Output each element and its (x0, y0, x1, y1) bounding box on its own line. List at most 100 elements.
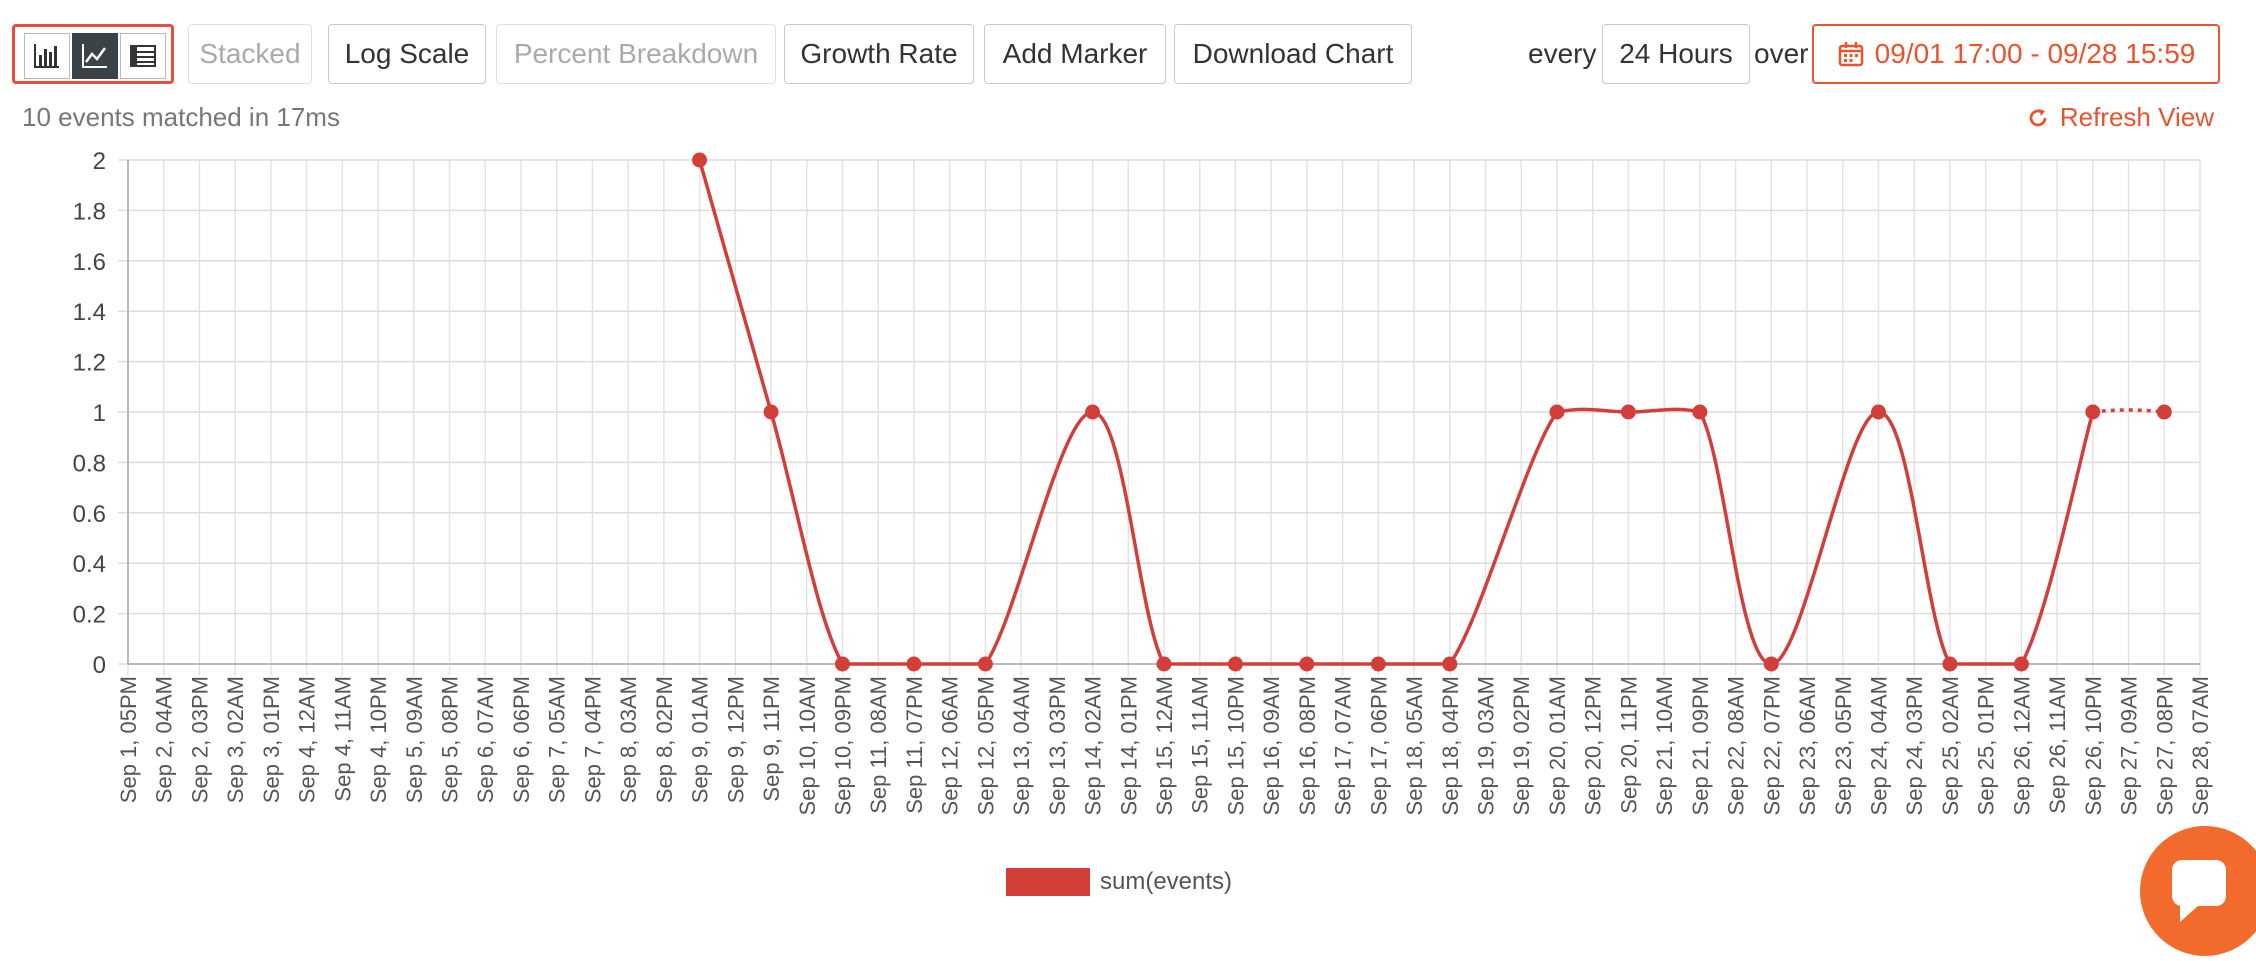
x-tick-label: Sep 16, 08PM (1295, 676, 1320, 815)
x-tick-label: Sep 27, 09AM (2117, 676, 2142, 815)
x-tick-label: Sep 14, 02AM (1081, 676, 1106, 815)
x-tick-label: Sep 25, 02AM (1938, 676, 1963, 815)
legend-swatch[interactable] (1006, 868, 1090, 896)
x-tick-label: Sep 16, 09AM (1259, 676, 1284, 815)
every-label: every (1528, 38, 1597, 69)
x-tick-label: Sep 9, 12PM (723, 676, 748, 803)
data-point (1227, 656, 1243, 672)
x-tick-label: Sep 15, 12AM (1152, 676, 1177, 815)
data-point (2085, 404, 2101, 420)
x-tick-label: Sep 23, 06AM (1795, 676, 1820, 815)
view-type-group (12, 24, 174, 84)
x-tick-label: Sep 4, 11AM (330, 676, 355, 802)
x-tick-label: Sep 2, 04AM (152, 676, 177, 803)
y-tick-label: 0.2 (73, 602, 106, 629)
data-point (1620, 404, 1636, 420)
x-tick-label: Sep 7, 05AM (545, 676, 570, 803)
y-tick-label: 0.8 (73, 450, 106, 477)
percent-breakdown-button[interactable]: Percent Breakdown (496, 24, 776, 84)
data-point (834, 656, 850, 672)
data-point (1442, 656, 1458, 672)
data-point (977, 656, 993, 672)
x-tick-label: Sep 18, 05AM (1402, 676, 1427, 815)
x-tick-label: Sep 6, 07AM (473, 676, 498, 803)
interval-select[interactable]: 24 Hours (1602, 24, 1750, 84)
x-tick-label: Sep 9, 11PM (759, 676, 784, 802)
chat-bubble-icon (2172, 860, 2226, 922)
stacked-button[interactable]: Stacked (188, 24, 312, 84)
x-tick-label: Sep 26, 10PM (2081, 676, 2106, 815)
x-tick-label: Sep 20, 11PM (1616, 676, 1641, 814)
y-tick-label: 1.8 (73, 198, 106, 225)
x-tick-label: Sep 21, 10AM (1652, 676, 1677, 815)
x-tick-label: Sep 24, 04AM (1866, 676, 1891, 815)
y-tick-label: 2 (93, 148, 106, 175)
y-tick-label: 0.4 (73, 551, 106, 578)
x-tick-label: Sep 5, 08PM (438, 676, 463, 803)
line-chart-view-button[interactable] (72, 33, 118, 79)
x-tick-label: Sep 22, 07PM (1759, 676, 1784, 815)
match-status-text: 10 events matched in 17ms (22, 102, 340, 132)
y-tick-label: 0.6 (73, 501, 106, 528)
x-tick-label: Sep 3, 01PM (259, 676, 284, 803)
x-tick-label: Sep 6, 06PM (509, 676, 534, 803)
x-tick-label: Sep 4, 10PM (366, 676, 391, 803)
chat-widget-button[interactable] (2140, 826, 2256, 956)
x-tick-label: Sep 21, 09PM (1688, 676, 1713, 815)
data-point (1763, 656, 1779, 672)
x-tick-label: Sep 27, 08PM (2152, 676, 2177, 815)
refresh-view-link[interactable]: Refresh View (2026, 102, 2214, 133)
data-point (1370, 656, 1386, 672)
x-tick-label: Sep 20, 12PM (1581, 676, 1606, 815)
line-chart-icon (82, 44, 107, 68)
date-range-text: 09/01 17:00 - 09/28 15:59 (1874, 38, 2196, 69)
download-chart-button[interactable]: Download Chart (1174, 24, 1412, 84)
add-marker-button[interactable]: Add Marker (984, 24, 1166, 84)
x-tick-label: Sep 28, 07AM (2188, 676, 2213, 815)
x-tick-label: Sep 25, 01PM (1974, 676, 1999, 815)
y-tick-label: 1 (93, 400, 106, 427)
x-tick-label: Sep 15, 10PM (1223, 676, 1248, 815)
table-icon (130, 45, 156, 67)
x-tick-label: Sep 4, 12AM (295, 676, 320, 803)
x-tick-label: Sep 18, 04PM (1438, 676, 1463, 815)
growth-rate-button[interactable]: Growth Rate (784, 24, 974, 84)
data-point (692, 152, 708, 168)
data-point (1692, 404, 1708, 420)
x-tick-label: Sep 14, 01PM (1116, 676, 1141, 815)
date-range-button[interactable]: 09/01 17:00 - 09/28 15:59 (1812, 24, 2220, 84)
y-tick-label: 1.2 (73, 350, 106, 377)
x-tick-label: Sep 12, 06AM (938, 676, 963, 815)
data-point (2156, 404, 2172, 420)
x-tick-label: Sep 17, 07AM (1331, 676, 1356, 815)
chart-legend: sum(events) (1006, 868, 1232, 896)
chart-toolbar: Stacked Log Scale Percent Breakdown Grow… (0, 24, 2256, 84)
data-point (906, 656, 922, 672)
bar-chart-icon (34, 44, 59, 68)
x-tick-label: Sep 22, 08AM (1724, 676, 1749, 815)
y-tick-label: 1.4 (73, 299, 106, 326)
data-point (763, 404, 779, 420)
x-tick-label: Sep 7, 04PM (580, 676, 605, 803)
x-tick-label: Sep 24, 03PM (1902, 676, 1927, 815)
line-chart: 0 0.2 0.4 0.6 0.8 1 1.2 1.4 1.6 1.8 2 Sep 1, 05PM Se… (73, 148, 2213, 815)
y-tick-label: 0 (93, 652, 106, 679)
calendar-icon (1838, 42, 1863, 67)
table-view-button[interactable] (120, 33, 166, 79)
data-point (1156, 656, 1172, 672)
x-tick-label: Sep 11, 08AM (866, 676, 891, 814)
x-tick-label: Sep 10, 10AM (795, 676, 820, 815)
over-label: over (1754, 38, 1809, 69)
x-tick-label: Sep 17, 06PM (1366, 676, 1391, 815)
data-point (1870, 404, 1886, 420)
x-tick-label: Sep 19, 03AM (1474, 676, 1499, 815)
x-tick-label: Sep 13, 03PM (1045, 676, 1070, 815)
x-tick-label: Sep 15, 11AM (1188, 676, 1213, 814)
bar-chart-view-button[interactable] (24, 33, 70, 79)
x-tick-label: Sep 19, 02PM (1509, 676, 1534, 815)
log-scale-button[interactable]: Log Scale (328, 24, 486, 84)
series-line (697, 159, 2095, 666)
refresh-icon (2029, 108, 2047, 126)
x-tick-label: Sep 8, 02PM (652, 676, 677, 803)
x-tick-label: Sep 23, 05PM (1831, 676, 1856, 815)
